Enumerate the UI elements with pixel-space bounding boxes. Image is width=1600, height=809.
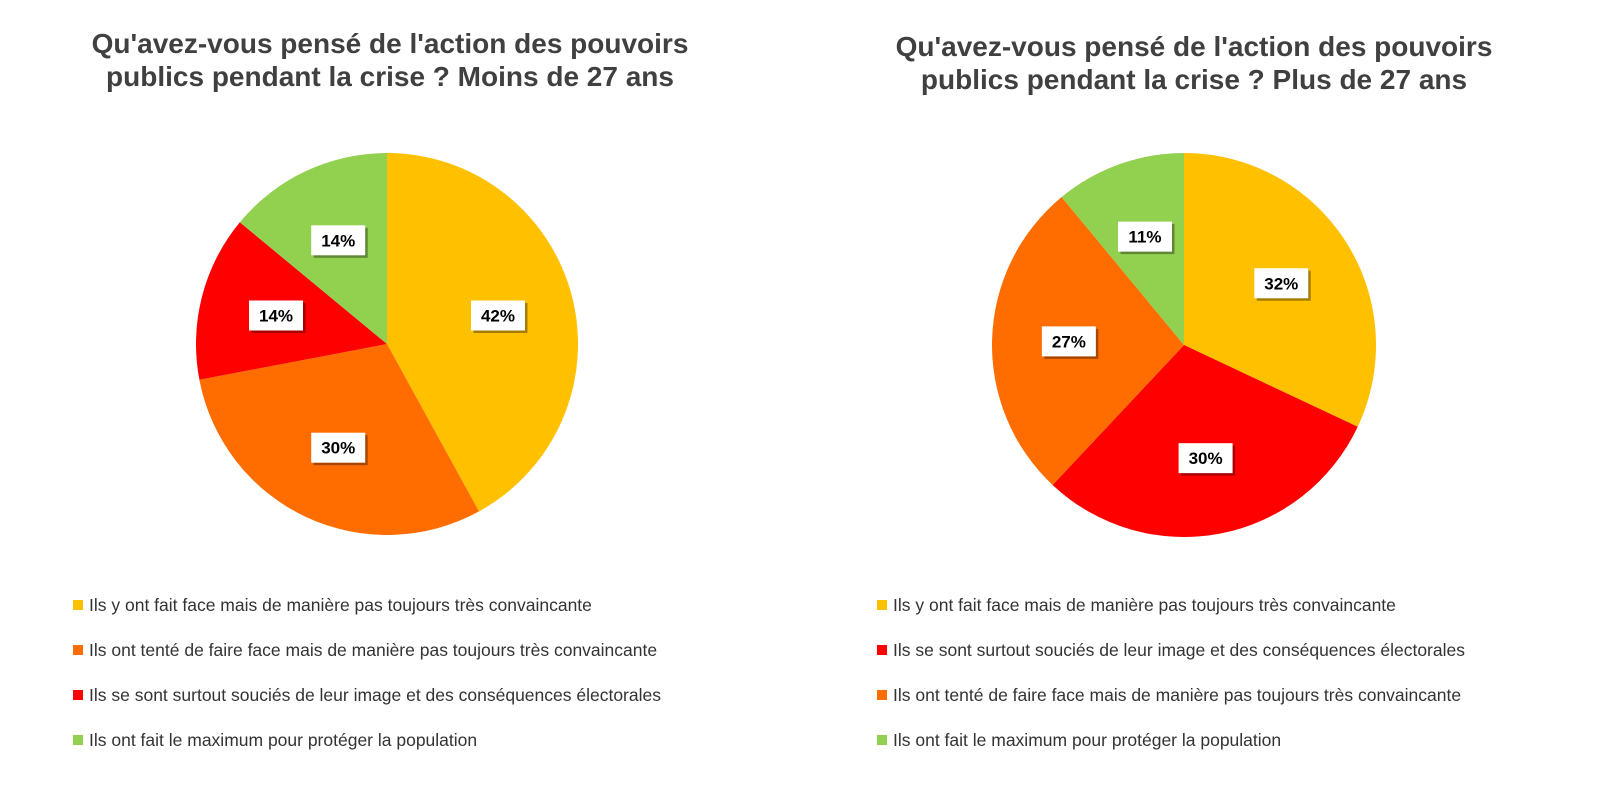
data-label-box: [311, 432, 366, 463]
data-label: 14%: [249, 300, 306, 334]
chart-title: Qu'avez-vous pensé de l'action des pouvo…: [895, 31, 1493, 95]
chart-title: Qu'avez-vous pensé de l'action des pouvo…: [91, 28, 689, 92]
data-label-box: [470, 300, 525, 331]
legend-label: Ils ont fait le maximum pour protéger la…: [89, 730, 478, 750]
legend-label: Ils se sont surtout souciés de leur imag…: [89, 685, 661, 705]
data-label-box: [1178, 443, 1233, 474]
legend-swatch: [73, 645, 83, 655]
data-label-box: [1117, 221, 1172, 252]
legend-swatch: [73, 735, 83, 745]
data-label: 11%: [1117, 221, 1175, 255]
pie-chart-under-27: 42% 30% 14% 14%: [195, 153, 578, 535]
legend-label: Ils ont fait le maximum pour protéger la…: [893, 730, 1282, 750]
data-label: 42%: [470, 300, 528, 334]
data-label: 32%: [1254, 268, 1311, 301]
legend-item: Ils y ont fait face mais de manière pas …: [73, 593, 661, 638]
data-label-text: 42%: [481, 307, 515, 326]
legend-label: Ils y ont fait face mais de manière pas …: [893, 595, 1396, 615]
data-label-text: 32%: [1264, 274, 1298, 293]
data-label-text: 11%: [1128, 228, 1161, 247]
legend-swatch: [73, 690, 83, 700]
pie-slice: [387, 153, 578, 512]
legend-item: Ils y ont fait face mais de manière pas …: [877, 593, 1465, 638]
legend-swatch: [877, 690, 887, 700]
legend-label: Ils ont tenté de faire face mais de mani…: [893, 685, 1462, 705]
legend: Ils y ont fait face mais de manière pas …: [73, 593, 661, 773]
chart-panel-over-27: Qu'avez-vous pensé de l'action des pouvo…: [800, 0, 1600, 809]
data-label: 30%: [311, 432, 368, 466]
data-label: 30%: [1178, 443, 1236, 476]
legend-item: Ils se sont surtout souciés de leur imag…: [73, 683, 661, 728]
legend-label: Ils ont tenté de faire face mais de mani…: [89, 640, 658, 660]
legend-label: Ils y ont fait face mais de manière pas …: [89, 595, 592, 615]
data-label: 14%: [311, 225, 368, 258]
chart-panel-under-27: Qu'avez-vous pensé de l'action des pouvo…: [73, 28, 689, 773]
data-label-box: [311, 225, 366, 256]
legend-item: Ils ont fait le maximum pour protéger la…: [73, 728, 661, 773]
legend-item: Ils ont tenté de faire face mais de mani…: [73, 638, 661, 683]
data-label-box: [1254, 268, 1309, 299]
legend-item: Ils ont fait le maximum pour protéger la…: [877, 728, 1465, 773]
data-label-text: 14%: [321, 231, 355, 250]
pie-chart-over-27: 32% 30% 27% 11%: [992, 153, 1376, 537]
legend-swatch: [877, 735, 887, 745]
data-label-box: [1041, 326, 1096, 357]
data-label: 27%: [1041, 326, 1099, 359]
data-label-text: 30%: [1189, 449, 1223, 468]
legend: Ils y ont fait face mais de manière pas …: [877, 593, 1465, 773]
legend-swatch: [877, 600, 887, 610]
legend-item: Ils ont tenté de faire face mais de mani…: [877, 683, 1465, 728]
legend-label: Ils se sont surtout souciés de leur imag…: [893, 640, 1465, 660]
data-label-text: 27%: [1052, 332, 1086, 351]
data-label-text: 14%: [259, 307, 293, 326]
legend-swatch: [73, 600, 83, 610]
legend-item: Ils se sont surtout souciés de leur imag…: [877, 638, 1465, 683]
data-label-box: [249, 300, 304, 331]
legend-swatch: [877, 645, 887, 655]
pie-slice: [1052, 345, 1358, 537]
data-label-text: 30%: [321, 439, 355, 458]
